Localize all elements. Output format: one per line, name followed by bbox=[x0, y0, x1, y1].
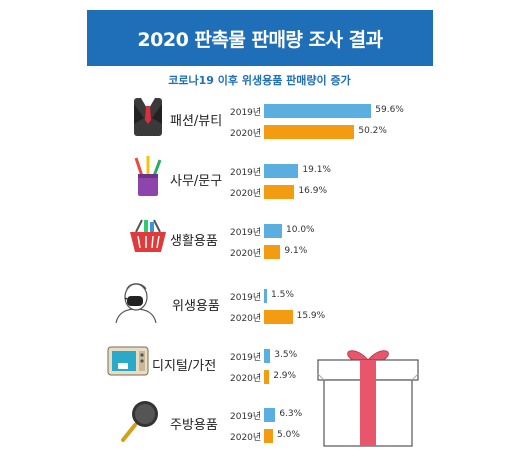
bar-2020 bbox=[264, 125, 355, 139]
year-label: 2020년 bbox=[230, 374, 262, 384]
category-label: 생활용품 bbox=[170, 234, 218, 249]
bar-2020 bbox=[264, 429, 273, 443]
value-label: 2.9% bbox=[273, 371, 297, 381]
category-label: 사무/문구 bbox=[170, 174, 223, 189]
value-label: 16.9% bbox=[298, 186, 327, 196]
masked-face-icon bbox=[114, 279, 158, 324]
value-label: 6.3% bbox=[279, 409, 303, 419]
chart-title: 2020 판촉물 판매량 조사 결과 bbox=[87, 10, 433, 66]
value-label: 15.9% bbox=[296, 311, 326, 321]
value-label: 19.1% bbox=[302, 165, 331, 175]
year-label: 2019년 bbox=[230, 412, 262, 422]
bar-2019 bbox=[264, 164, 299, 178]
chart-subtitle: 코로나19 이후 위생용품 판매량이 증가 bbox=[168, 74, 351, 87]
basket-icon bbox=[126, 214, 170, 258]
bar-2019 bbox=[264, 224, 282, 238]
year-label: 2019년 bbox=[230, 168, 262, 178]
category-label: 디지털/가전 bbox=[152, 359, 217, 374]
year-label: 2020년 bbox=[230, 433, 262, 443]
year-label: 2019년 bbox=[230, 353, 262, 363]
value-label: 9.1% bbox=[284, 246, 308, 256]
year-label: 2019년 bbox=[230, 228, 262, 238]
year-label: 2020년 bbox=[230, 129, 262, 139]
microwave-icon bbox=[106, 339, 150, 383]
year-label: 2019년 bbox=[230, 293, 262, 303]
bar-2020 bbox=[264, 185, 295, 199]
year-label: 2020년 bbox=[230, 314, 262, 324]
value-label: 50.2% bbox=[358, 126, 387, 136]
category-label: 주방용품 bbox=[170, 418, 218, 433]
bar-2020 bbox=[264, 245, 281, 259]
value-label: 59.6% bbox=[375, 105, 404, 115]
value-label: 10.0% bbox=[286, 225, 315, 235]
bar-2020 bbox=[264, 310, 293, 324]
bar-2020 bbox=[264, 370, 270, 384]
bar-2019 bbox=[264, 408, 276, 422]
year-label: 2020년 bbox=[230, 189, 262, 199]
year-label: 2019년 bbox=[230, 108, 262, 118]
bar-2019 bbox=[264, 349, 271, 363]
category-label: 위생용품 bbox=[172, 299, 220, 314]
year-label: 2020년 bbox=[230, 249, 262, 259]
category-label: 패션/뷰티 bbox=[170, 114, 223, 129]
value-label: 3.5% bbox=[274, 350, 298, 360]
frying-pan-icon bbox=[118, 398, 162, 442]
value-label: 5.0% bbox=[277, 430, 300, 440]
bar-2019 bbox=[264, 104, 372, 118]
value-label: 1.5% bbox=[271, 290, 294, 300]
bar-2019 bbox=[264, 289, 267, 303]
gift-box-icon bbox=[317, 350, 419, 447]
suit-icon bbox=[126, 94, 170, 138]
pen-cup-icon bbox=[126, 154, 170, 198]
